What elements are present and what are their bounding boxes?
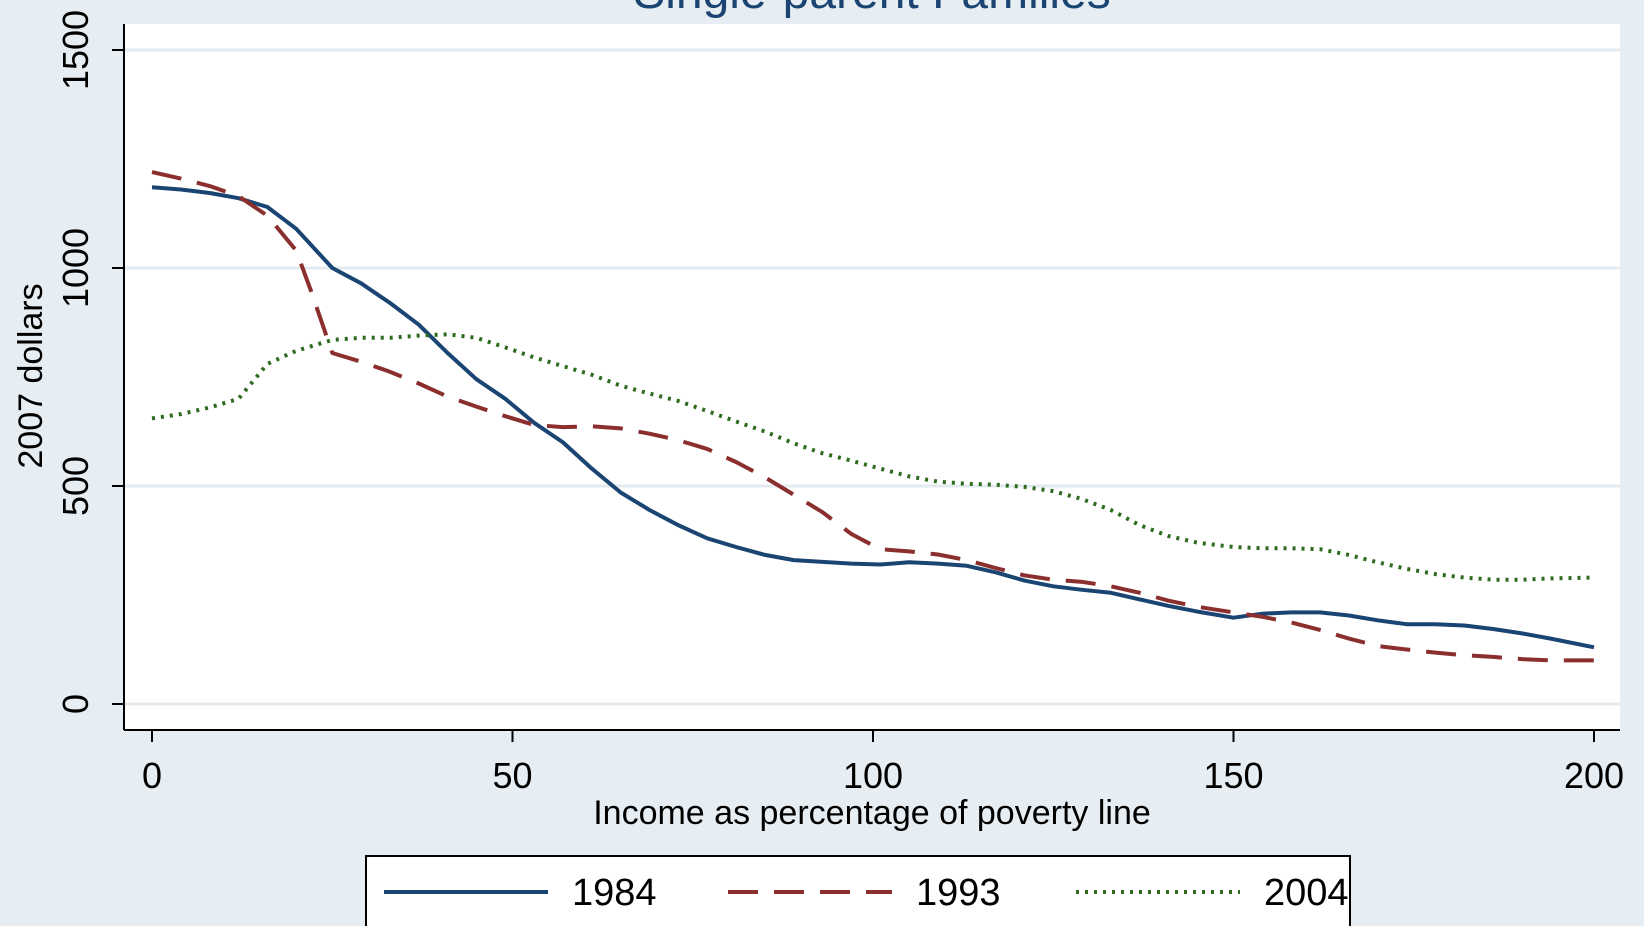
legend-label-2004: 2004 (1264, 872, 1349, 914)
x-tick-label: 0 (142, 755, 162, 796)
series-line-1984 (151, 185, 1595, 650)
x-axis-label: Income as percentage of poverty line (593, 794, 1151, 832)
x-tick-label: 50 (492, 755, 532, 796)
legend-label-1993: 1993 (916, 872, 1001, 914)
y-tick-label: 0 (55, 694, 96, 714)
y-ticks: 0 500 1000 1500 (55, 10, 124, 714)
series-line-2004 (151, 332, 1595, 582)
series-layer (151, 170, 1595, 663)
y-tick-label: 1500 (55, 10, 96, 90)
series-line-1993 (151, 170, 1594, 663)
gridlines (124, 48, 1620, 706)
legend: 1984 1993 2004 (365, 855, 1351, 926)
x-tick-label: 150 (1203, 755, 1263, 796)
x-ticks: 0 50 100 150 200 (142, 730, 1624, 796)
y-axis-label: 2007 dollars (12, 283, 50, 468)
x-tick-label: 200 (1564, 755, 1624, 796)
y-tick-label: 500 (55, 456, 96, 516)
x-tick-label: 100 (843, 755, 903, 796)
chart-title: Single-parent Families (633, 0, 1111, 19)
plot-area (124, 24, 1620, 730)
y-tick-label: 1000 (55, 228, 96, 308)
legend-label-1984: 1984 (572, 872, 657, 914)
legend-items: 1984 1993 2004 (384, 872, 1349, 914)
